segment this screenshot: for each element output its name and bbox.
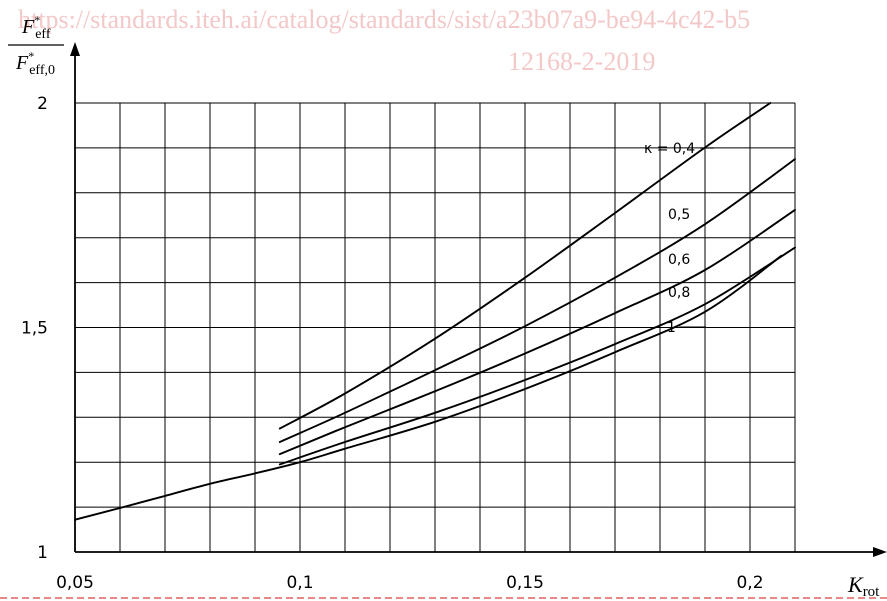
x-label-main: K bbox=[847, 572, 864, 597]
series-line-1 bbox=[278, 102, 772, 430]
y-label-num-sup: * bbox=[34, 13, 40, 27]
y-label-den-sub: eff,0 bbox=[29, 63, 55, 78]
x-axis-label: Krot bbox=[847, 572, 880, 600]
svg-text:F*eff,0: F* eff,0 bbox=[15, 49, 55, 78]
x-tick-label: 0,1 bbox=[286, 573, 313, 593]
series-lines bbox=[74, 102, 796, 521]
y-label-num-sub: eff bbox=[35, 27, 51, 42]
y-label-den-sup: * bbox=[28, 49, 34, 63]
x-label-sub: rot bbox=[863, 584, 880, 600]
x-axis-arrow bbox=[873, 547, 887, 557]
y-tick-label: 2 bbox=[37, 94, 48, 114]
series-line-3 bbox=[278, 208, 796, 456]
x-tick-label: 0,2 bbox=[736, 573, 763, 593]
series-label: κ = 0,4 bbox=[644, 141, 695, 157]
series-line-5 bbox=[74, 254, 783, 521]
series-label: 0,5 bbox=[668, 207, 690, 223]
axes bbox=[70, 42, 887, 557]
svg-text:F*eff: F* eff bbox=[21, 13, 51, 42]
y-label-den-main: F bbox=[15, 52, 29, 74]
series-line-4 bbox=[278, 246, 796, 466]
tick-labels: 0,05 0,1 0,15 0,2 1 1,5 2 bbox=[21, 94, 764, 593]
y-tick-label: 1,5 bbox=[21, 319, 48, 339]
y-axis-arrow bbox=[70, 42, 80, 56]
y-tick-label: 1 bbox=[37, 543, 48, 563]
series-label: 0,8 bbox=[668, 285, 690, 301]
x-tick-label: 0,15 bbox=[506, 573, 544, 593]
series-labels: κ = 0,4 0,5 0,6 0,8 1 bbox=[644, 141, 714, 336]
series-line-2 bbox=[278, 158, 796, 443]
y-axis-label: F* eff F* eff,0 bbox=[8, 13, 64, 78]
series-label: 1 bbox=[667, 320, 676, 336]
watermark-line-1: https://standards.iteh.ai/catalog/standa… bbox=[18, 5, 750, 34]
y-label-num-main: F bbox=[21, 16, 35, 38]
watermark-line-2: 12168-2-2019 bbox=[508, 47, 655, 76]
series-label: 0,6 bbox=[668, 252, 690, 268]
x-tick-label: 0,05 bbox=[56, 573, 94, 593]
